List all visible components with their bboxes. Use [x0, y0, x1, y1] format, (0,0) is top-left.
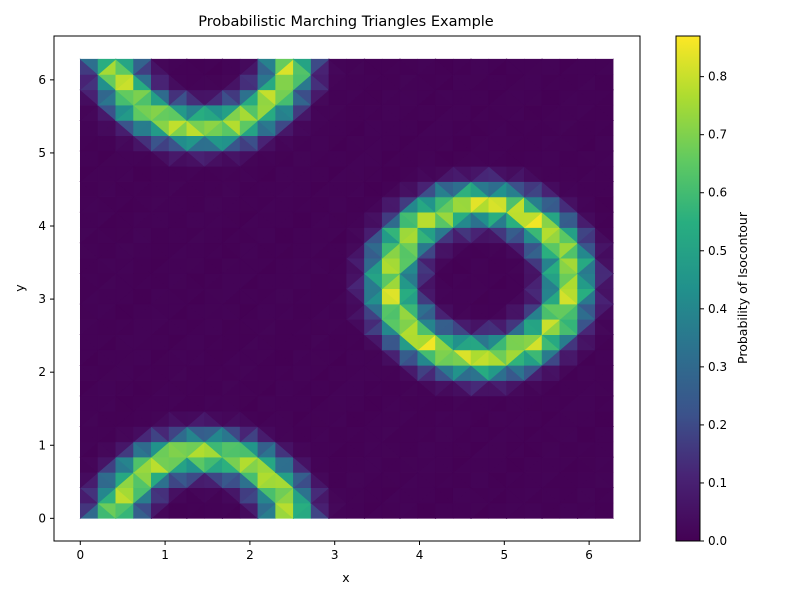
heatmap-cell	[133, 58, 153, 76]
heatmap-cell	[275, 58, 295, 76]
x-tick-label: 2	[246, 548, 254, 562]
colorbar-tick-label: 0.4	[708, 302, 727, 316]
colorbar-tick-label: 0.1	[708, 476, 727, 490]
heatmap-cell	[204, 58, 224, 76]
colorbar-tick-label: 0.2	[708, 418, 727, 432]
y-tick-label: 3	[38, 292, 46, 306]
heatmap-cell	[346, 58, 366, 76]
heatmap-cell	[452, 58, 472, 76]
colorbar-ticks: 0.0 0.1 0.2 0.3 0.4 0.5 0.6 0.7 0.8	[700, 70, 727, 548]
heatmap-cell	[97, 58, 117, 76]
heatmap-cell	[559, 58, 579, 76]
x-tick-label: 5	[500, 548, 508, 562]
colorbar-tick-label: 0.7	[708, 128, 727, 142]
y-axis-label: y	[12, 284, 27, 292]
colorbar	[675, 35, 701, 542]
heatmap-cells	[79, 58, 614, 519]
y-tick-label: 0	[38, 511, 46, 525]
heatmap-cell	[168, 58, 188, 76]
y-tick-label: 1	[38, 438, 46, 452]
colorbar-tick-label: 0.5	[708, 244, 727, 258]
colorbar-label: Probability of Isocontour	[735, 211, 750, 364]
heatmap-cell	[310, 58, 330, 76]
x-tick-label: 4	[416, 548, 424, 562]
x-tick-label: 0	[76, 548, 84, 562]
heatmap-cell	[381, 58, 401, 76]
plot-frame	[53, 35, 641, 542]
colorbar-tick-label: 0.6	[708, 186, 727, 200]
heatmap-cell	[488, 58, 508, 76]
x-tick-label: 3	[331, 548, 339, 562]
colorbar-tick-label: 0.3	[708, 360, 727, 374]
y-tick-label: 6	[38, 73, 46, 87]
y-tick-label: 2	[38, 365, 46, 379]
heatmap-cell	[524, 58, 543, 76]
y-tick-label: 4	[38, 219, 46, 233]
heatmap-cell	[239, 58, 259, 76]
y-tick-label: 5	[38, 146, 46, 160]
x-axis: 0 1 2 3 4 5 6	[76, 541, 593, 562]
colorbar-tick-label: 0.8	[708, 70, 727, 84]
chart-title: Probabilistic Marching Triangles Example	[198, 14, 494, 30]
heatmap-cell	[595, 58, 614, 76]
x-axis-label: x	[342, 570, 349, 585]
x-tick-label: 6	[585, 548, 593, 562]
colorbar-tick-label: 0.0	[708, 534, 727, 548]
y-axis: 0 1 2 3 4 5 6	[38, 73, 54, 525]
x-tick-label: 1	[161, 548, 169, 562]
heatmap-cell	[417, 58, 437, 76]
